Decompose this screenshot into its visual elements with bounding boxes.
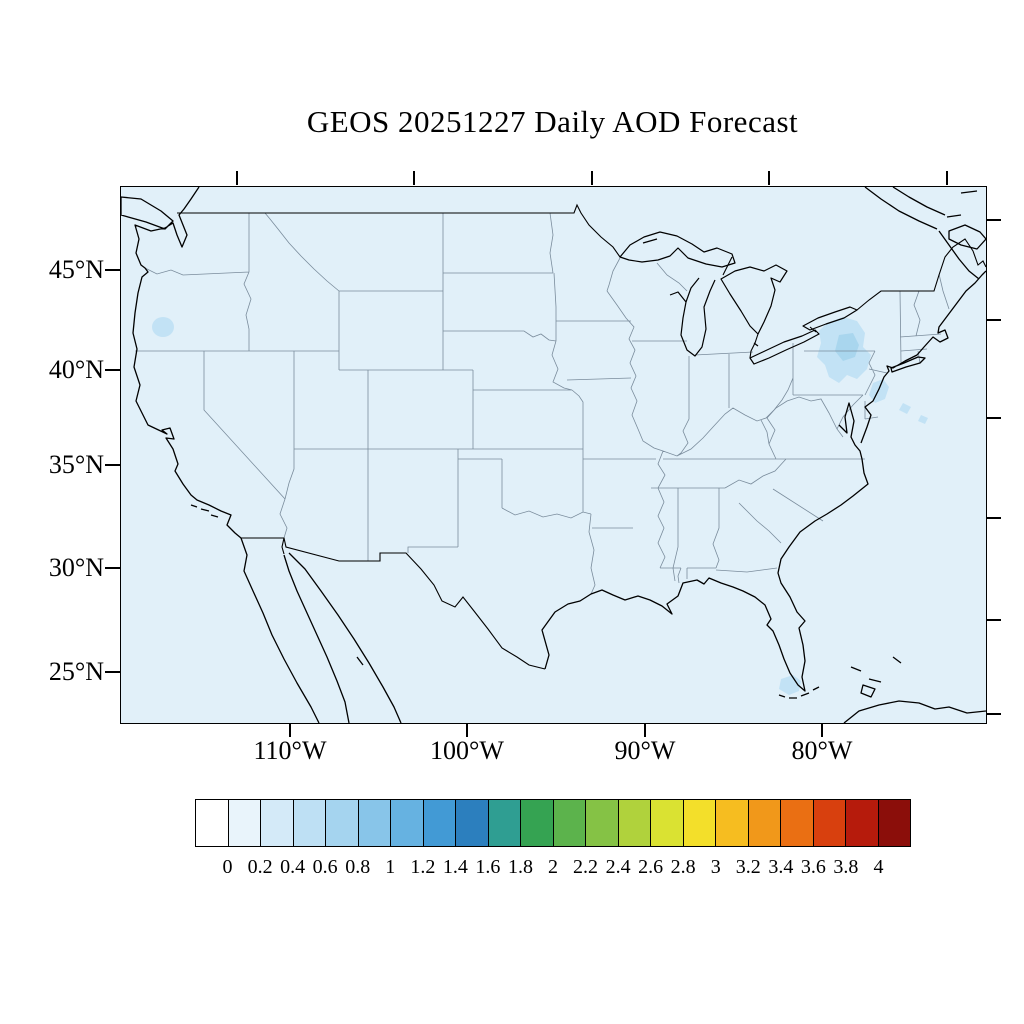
tick-mark	[987, 319, 1001, 321]
colorbar-segment	[618, 800, 651, 846]
tick-mark	[821, 723, 823, 737]
lat-tick-label: 40°N	[48, 355, 104, 384]
colorbar-tick-label: 3.8	[833, 856, 859, 878]
colorbar-segment	[716, 800, 749, 846]
colorbar-segment	[748, 800, 781, 846]
coastline	[121, 187, 986, 723]
colorbar-segment	[651, 800, 684, 846]
plot-title: GEOS 20251227 Daily AOD Forecast	[306, 104, 799, 139]
colorbar-segment	[813, 800, 846, 846]
tick-mark	[987, 417, 1001, 419]
colorbar-segment	[781, 800, 814, 846]
lat-tick-label: 25°N	[48, 657, 104, 686]
colorbar-segment	[228, 800, 261, 846]
lat-tick-label: 30°N	[48, 553, 104, 582]
colorbar-tick-label: 1.4	[442, 856, 468, 878]
lat-tick-label: 35°N	[48, 450, 104, 479]
tick-mark	[591, 171, 593, 185]
colorbar-segment	[196, 800, 229, 846]
international-borders	[177, 203, 986, 670]
colorbar-segment	[358, 800, 391, 846]
tick-mark	[105, 671, 120, 673]
tick-mark	[289, 723, 291, 737]
colorbar-tick-label: 1.6	[475, 856, 501, 878]
tick-mark	[946, 171, 948, 185]
colorbar-tick-labels: 0 0.2 0.4 0.6 0.8 1 1.2 1.4 1.6 1.8 2 2.2 2.4 2.6 2.8 3…	[195, 856, 911, 882]
colorbar-tick-label: 0	[222, 856, 233, 878]
tick-mark	[987, 713, 1001, 715]
colorbar-tick-label: 3.6	[800, 856, 826, 878]
tick-mark	[105, 567, 120, 569]
lon-tick-label: 90°W	[614, 736, 676, 765]
colorbar-segment	[846, 800, 879, 846]
colorbar-segment	[553, 800, 586, 846]
colorbar-tick-label: 1	[385, 856, 396, 878]
aod-patches	[152, 317, 928, 695]
state-borders	[135, 212, 950, 595]
colorbar-segment	[878, 800, 910, 846]
colorbar-segment	[326, 800, 359, 846]
colorbar-tick-label: 3.2	[735, 856, 761, 878]
tick-mark	[236, 171, 238, 185]
colorbar-segment	[293, 800, 326, 846]
colorbar-tick-label: 0.4	[280, 856, 306, 878]
lat-tick-label: 45°N	[48, 255, 104, 284]
colorbar-tick-label: 4	[873, 856, 884, 878]
tick-mark	[987, 219, 1001, 221]
colorbar-tick-label: 2.2	[573, 856, 599, 878]
map-canvas	[120, 186, 987, 724]
colorbar-segment	[488, 800, 521, 846]
colorbar-tick-label: 0.8	[345, 856, 371, 878]
us-aod-map	[121, 187, 986, 723]
colorbar-tick-label: 1.2	[410, 856, 436, 878]
colorbar-tick-label: 2.8	[670, 856, 696, 878]
colorbar-segment	[391, 800, 424, 846]
colorbar-segment	[456, 800, 489, 846]
colorbar-tick-label: 2.4	[605, 856, 631, 878]
colorbar-segment	[586, 800, 619, 846]
colorbar-tick-label: 0.6	[312, 856, 338, 878]
colorbar-segment	[423, 800, 456, 846]
tick-mark	[105, 464, 120, 466]
colorbar-tick-label: 2	[548, 856, 558, 878]
lon-tick-label: 110°W	[253, 736, 327, 765]
tick-mark	[105, 369, 120, 371]
tick-mark	[768, 171, 770, 185]
tick-mark	[413, 171, 415, 185]
aod-colorbar	[195, 799, 911, 847]
map-background	[121, 187, 986, 723]
colorbar-tick-label: 0.2	[247, 856, 273, 878]
tick-mark	[466, 723, 468, 737]
tick-mark	[644, 723, 646, 737]
great-lakes	[619, 231, 858, 365]
tick-mark	[987, 517, 1001, 519]
lon-tick-label: 100°W	[430, 736, 504, 765]
colorbar-segment	[683, 800, 716, 846]
colorbar-tick-label: 3	[710, 856, 721, 878]
colorbar-tick-label: 2.6	[638, 856, 664, 878]
colorbar-tick-label: 3.4	[768, 856, 794, 878]
colorbar-tick-label: 1.8	[507, 856, 533, 878]
lon-tick-label: 80°W	[791, 736, 853, 765]
tick-mark	[105, 269, 120, 271]
colorbar-segment	[521, 800, 554, 846]
tick-mark	[987, 619, 1001, 621]
colorbar-segment	[261, 800, 294, 846]
